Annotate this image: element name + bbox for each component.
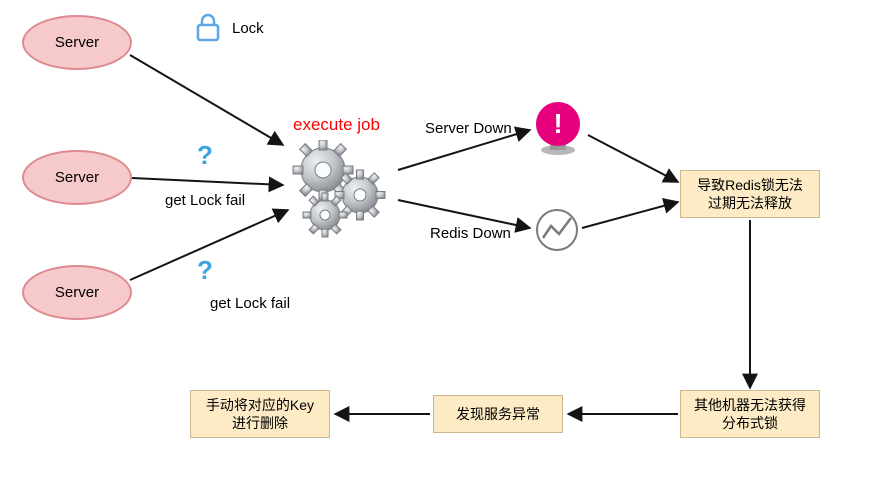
redis-lock-stuck-box: 导致Redis锁无法 过期无法释放 [680, 170, 820, 218]
service-abnormal-box: 发现服务异常 [433, 395, 563, 433]
lock-label: Lock [232, 20, 264, 37]
lock-icon [195, 12, 221, 47]
service-abnormal-label: 发现服务异常 [456, 404, 540, 424]
server-node-2-label: Server [55, 169, 99, 186]
manual-delete-key-line1: 手动将对应的Key [206, 397, 314, 413]
server-node-3: Server [22, 265, 132, 320]
gears-icon [285, 140, 395, 245]
get-lock-fail-label-2: get Lock fail [210, 295, 290, 312]
chart-circle-icon [535, 208, 579, 257]
get-lock-fail-label-1: get Lock fail [165, 192, 245, 209]
manual-delete-key-line2: 进行删除 [232, 415, 288, 431]
svg-text:!: ! [553, 108, 562, 139]
redis-lock-stuck-line1: 导致Redis锁无法 [697, 177, 803, 193]
others-cannot-lock-line2: 分布式锁 [722, 415, 778, 431]
alert-globe-icon: ! [532, 100, 584, 163]
server-node-2: Server [22, 150, 132, 205]
others-cannot-lock-box: 其他机器无法获得 分布式锁 [680, 390, 820, 438]
question-mark-icon-2: ? [197, 255, 213, 286]
manual-delete-key-box: 手动将对应的Key 进行删除 [190, 390, 330, 438]
diagram-canvas: Server Server Server Lock ? ? execute jo… [0, 0, 877, 500]
server-down-label: Server Down [425, 120, 512, 137]
redis-down-label: Redis Down [430, 225, 511, 242]
server-node-3-label: Server [55, 284, 99, 301]
question-mark-icon-1: ? [197, 140, 213, 171]
others-cannot-lock-line1: 其他机器无法获得 [694, 397, 806, 413]
redis-lock-stuck-line2: 过期无法释放 [708, 195, 792, 211]
server-node-1-label: Server [55, 34, 99, 51]
execute-job-label: execute job [293, 115, 380, 135]
server-node-1: Server [22, 15, 132, 70]
